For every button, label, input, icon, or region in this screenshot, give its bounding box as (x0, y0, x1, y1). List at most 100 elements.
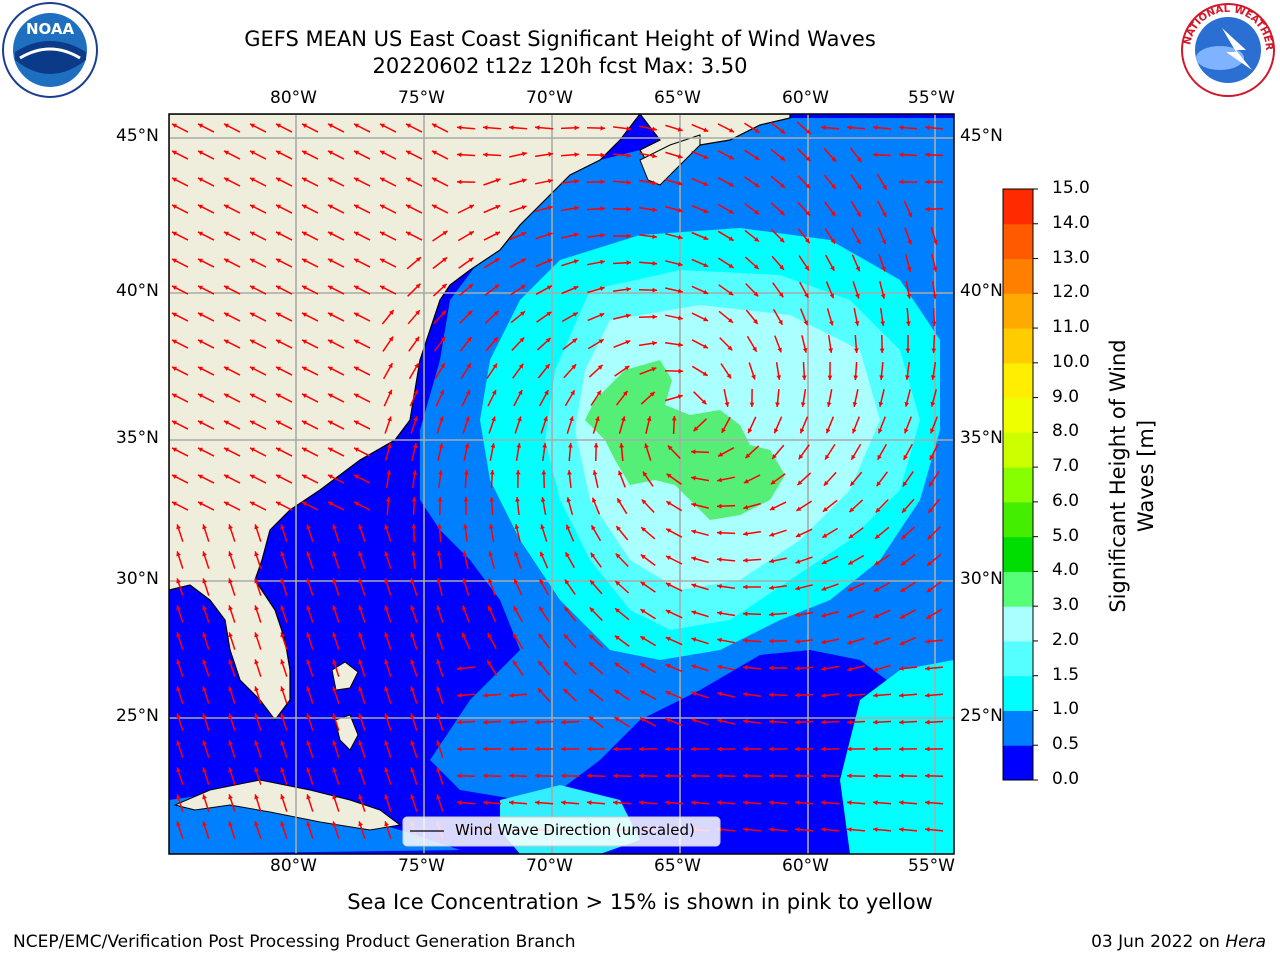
wind-wave-arrowhead (280, 686, 285, 692)
wind-wave-arrowhead (703, 127, 709, 132)
wind-wave-arrowhead (380, 258, 385, 263)
wind-wave-arrowhead (640, 636, 646, 641)
wind-wave-arrowhead (224, 420, 229, 425)
wind-wave-arrowhead (328, 366, 333, 371)
wind-wave-arrowhead (703, 344, 708, 349)
wind-wave-arrowhead (753, 291, 759, 297)
wind-wave-arrowhead (457, 693, 462, 698)
wind-wave-arrowhead (462, 578, 467, 584)
wind-wave-arrowhead (387, 416, 392, 422)
wind-wave-arrowhead (564, 634, 569, 640)
wind-wave-arrowhead (410, 605, 415, 611)
wind-wave-arrowhead (703, 181, 709, 186)
wind-wave-arrowhead (678, 315, 683, 321)
wind-wave-arrowhead (574, 125, 579, 131)
wind-wave-arrowhead (332, 686, 337, 692)
wind-wave-arrowhead (280, 578, 285, 584)
wind-wave-arrowhead (198, 312, 203, 317)
wind-wave-arrowhead (677, 234, 683, 240)
wind-wave-arrowhead (384, 794, 389, 800)
wind-wave-arrowhead (875, 507, 881, 513)
wind-wave-arrowhead (228, 686, 233, 692)
wind-wave-arrowhead (172, 312, 177, 317)
wind-wave-arrowhead (801, 375, 807, 380)
wind-wave-arrowhead (600, 206, 605, 212)
wind-wave-arrowhead (652, 287, 657, 293)
wind-wave-arrowhead (640, 663, 646, 668)
wind-wave-arrowhead (847, 719, 852, 725)
wind-wave-arrowhead (693, 426, 699, 432)
wind-wave-arrowhead (302, 231, 307, 236)
colorbar-segment (1003, 223, 1033, 260)
wind-wave-arrowhead (254, 632, 259, 638)
wind-wave-arrowhead (822, 507, 828, 512)
wind-wave-arrowhead (228, 659, 233, 665)
wind-wave-arrowhead (306, 686, 311, 692)
wind-wave-arrowhead (406, 231, 411, 236)
colorbar-segment (1003, 571, 1033, 607)
wind-wave-arrowhead (328, 204, 333, 209)
wind-wave-arrowhead (906, 266, 912, 272)
wind-wave-arrowhead (254, 524, 259, 530)
wind-wave-arrowhead (743, 611, 748, 617)
wind-wave-arrowhead (613, 800, 618, 806)
wind-wave-arrowhead (521, 178, 527, 184)
wind-wave-arrowhead (250, 285, 255, 290)
wind-wave-arrowhead (666, 528, 672, 533)
wind-wave-arrowhead (224, 447, 229, 452)
wind-wave-arrowhead (538, 633, 544, 639)
wind-wave-arrowhead (854, 321, 860, 326)
wind-wave-arrowhead (848, 533, 854, 539)
wind-wave-arrowhead (172, 393, 177, 398)
wind-wave-arrowhead (522, 151, 527, 157)
wind-wave-arrowhead (906, 321, 911, 326)
wind-wave-arrowhead (436, 551, 442, 556)
wind-wave-arrowhead (328, 312, 333, 317)
wind-wave-arrowhead (561, 800, 566, 806)
wind-wave-arrowhead (904, 401, 910, 407)
wind-wave-arrowhead (436, 605, 441, 611)
wind-wave-arrowhead (572, 338, 578, 344)
wind-wave-arrowhead (878, 401, 884, 407)
wind-wave-arrowhead (410, 713, 415, 719)
wind-wave-arrowhead (202, 632, 207, 638)
wind-wave-arrowhead (795, 532, 801, 538)
wind-wave-arrowhead (571, 364, 577, 370)
wind-wave-arrowhead (541, 470, 547, 475)
wind-wave-arrowhead (618, 470, 623, 476)
wind-wave-arrowhead (202, 659, 207, 665)
wind-wave-arrowhead (881, 239, 887, 245)
wind-wave-arrowhead (198, 258, 203, 263)
colorbar-tick-label: 5.0 (1052, 525, 1080, 546)
wind-wave-arrowhead (899, 827, 904, 832)
wind-wave-arrowhead (850, 481, 855, 486)
wind-wave-arrowhead (410, 659, 415, 665)
wind-wave-arrowhead (302, 339, 307, 344)
wind-wave-arrowhead (302, 177, 307, 182)
colorbar-segment (1003, 536, 1033, 572)
wind-wave-arrowhead (826, 428, 831, 434)
wind-wave-arrowhead (561, 746, 566, 752)
wind-wave-arrowhead (803, 320, 808, 326)
wind-wave-arrowhead (677, 207, 683, 213)
wind-wave-arrowhead (587, 746, 592, 752)
wind-wave-arrowhead (254, 686, 259, 692)
wind-wave-arrowhead (678, 342, 683, 347)
colorbar-segment (1003, 745, 1033, 781)
wind-wave-arrowhead (509, 125, 514, 130)
wind-wave-arrowhead (202, 578, 207, 584)
wind-wave-arrowhead (906, 294, 912, 299)
wind-wave-arrowhead (574, 152, 579, 157)
wind-wave-arrowhead (228, 821, 233, 827)
wind-wave-arrowhead (821, 746, 826, 752)
wind-wave-arrowhead (640, 609, 646, 614)
wind-wave-arrowhead (879, 348, 885, 353)
wind-wave-arrowhead (354, 150, 359, 155)
wind-wave-arrowhead (691, 637, 697, 642)
wind-wave-arrowhead (545, 364, 550, 369)
colorbar-segment (1003, 710, 1033, 746)
colorbar-tick-label: 10.0 (1052, 351, 1090, 372)
wind-wave-arrowhead (224, 150, 229, 155)
wind-wave-arrowhead (463, 524, 468, 529)
